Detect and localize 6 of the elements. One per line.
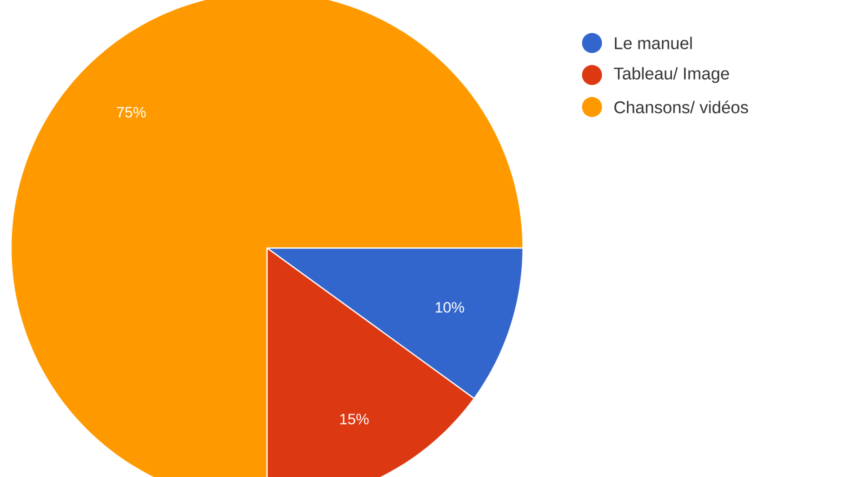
legend-label: Tableau/ Image [614, 67, 730, 83]
data-label: 15% [340, 414, 369, 424]
data-label: 75% [117, 106, 146, 118]
legend-label: Chansons/ vidéos [614, 100, 748, 114]
data-label: 10% [436, 302, 464, 313]
legend-label: Le manuel [614, 36, 692, 50]
